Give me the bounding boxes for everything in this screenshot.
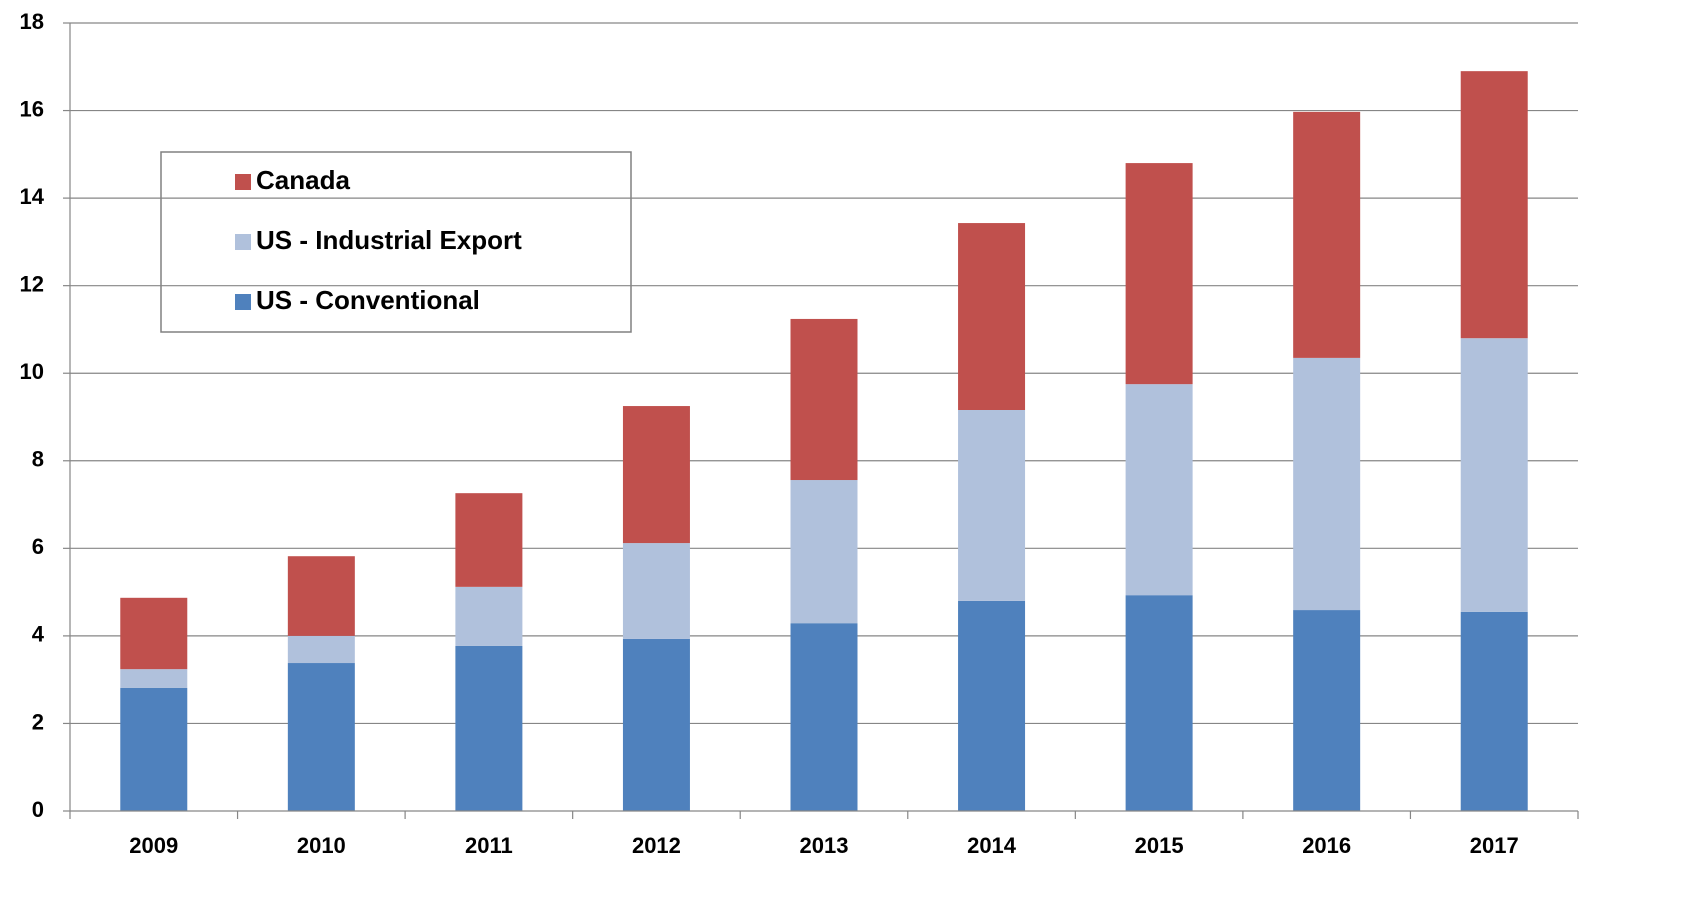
y-tick-label: 16 [20, 96, 44, 121]
bar-segment [958, 600, 1026, 811]
x-tick-label: 2016 [1302, 833, 1351, 858]
bar-segment [1293, 610, 1361, 811]
bar-segment [958, 409, 1026, 601]
bar-segment [1125, 163, 1193, 385]
bar-segment [287, 635, 355, 664]
x-tick-label: 2013 [800, 833, 849, 858]
x-tick-label: 2012 [632, 833, 681, 858]
y-tick-label: 6 [32, 534, 44, 559]
x-tick-label: 2011 [465, 833, 513, 858]
legend-label: US - Industrial Export [256, 225, 522, 255]
bar-segment [958, 223, 1026, 410]
bar-segment [120, 669, 188, 688]
bar-segment [1460, 611, 1528, 811]
bar-segment [1125, 595, 1193, 811]
bar-segment [1293, 111, 1361, 358]
y-tick-label: 4 [32, 622, 45, 647]
bar-segment [622, 543, 690, 639]
bar-segment [455, 586, 523, 646]
bar-segment [622, 638, 690, 811]
bar-segment [120, 687, 188, 811]
y-tick-label: 2 [32, 709, 44, 734]
y-tick-label: 12 [20, 271, 44, 296]
bar-segment [1293, 357, 1361, 611]
legend-swatch [235, 174, 251, 190]
x-tick-label: 2017 [1470, 833, 1519, 858]
y-tick-label: 14 [20, 184, 45, 209]
bar-segment [120, 597, 188, 670]
x-tick-label: 2010 [297, 833, 346, 858]
bar-segment [455, 645, 523, 811]
bar-segment [455, 493, 523, 587]
bar-segment [1125, 384, 1193, 596]
y-tick-label: 8 [32, 447, 44, 472]
legend-label: Canada [256, 165, 350, 195]
bar-segment [790, 480, 858, 624]
bar-segment [622, 406, 690, 544]
bar-segment [287, 663, 355, 811]
y-tick-label: 18 [20, 9, 44, 34]
legend-label: US - Conventional [256, 285, 480, 315]
bar-segment [287, 556, 355, 636]
bar-segment [790, 623, 858, 811]
y-tick-label: 0 [32, 797, 44, 822]
bar-segment [790, 318, 858, 481]
legend-swatch [235, 294, 251, 310]
legend-swatch [235, 234, 251, 250]
bar-segment [1460, 71, 1528, 339]
x-tick-label: 2015 [1135, 833, 1184, 858]
x-tick-label: 2009 [129, 833, 178, 858]
y-tick-label: 10 [20, 359, 44, 384]
bar-segment [1460, 338, 1528, 612]
x-tick-label: 2014 [967, 833, 1017, 858]
